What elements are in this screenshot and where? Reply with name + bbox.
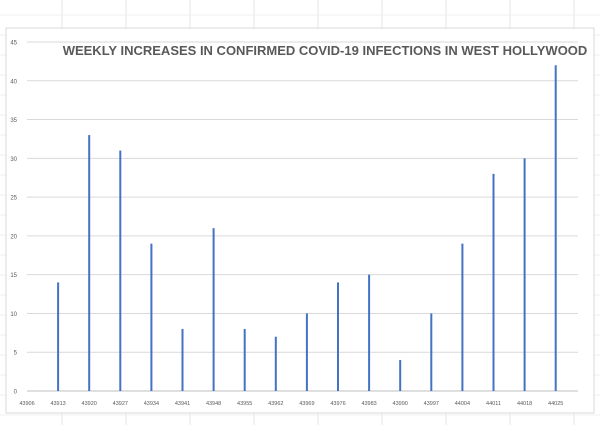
bar <box>150 243 153 391</box>
bar <box>523 158 526 391</box>
y-tick-label: 5 <box>14 351 18 357</box>
bar <box>212 228 215 391</box>
x-tick-label: 43990 <box>393 401 408 407</box>
x-tick-label: 43934 <box>144 401 159 407</box>
y-gridlines <box>27 41 578 392</box>
bar <box>88 135 91 391</box>
bar <box>399 359 402 391</box>
bar <box>337 282 339 391</box>
bar <box>119 150 122 391</box>
y-tick-label: 25 <box>10 196 17 202</box>
y-tick-label: 45 <box>10 41 17 47</box>
x-tick-label: 43983 <box>361 401 376 407</box>
bar <box>430 313 433 391</box>
x-tick-label: 43955 <box>237 401 252 407</box>
chart-title: WEEKLY INCREASES IN CONFIRMED COVID-19 I… <box>62 43 588 58</box>
x-tick-label: 43997 <box>424 401 439 407</box>
x-tick-label: 43976 <box>330 401 345 407</box>
bar <box>554 65 557 392</box>
x-tick-label: 43913 <box>50 401 65 407</box>
bar <box>57 282 60 391</box>
bar <box>368 274 371 391</box>
x-tick-label: 44025 <box>548 401 563 407</box>
x-tick-label: 43927 <box>113 401 128 407</box>
y-tick-label: 20 <box>10 234 17 240</box>
bar <box>492 173 495 391</box>
y-tick-label: 15 <box>10 273 17 279</box>
x-tick-label: 43906 <box>19 401 34 407</box>
x-tick-label: 43948 <box>206 401 221 407</box>
bar <box>181 328 184 391</box>
chart-area <box>5 27 595 414</box>
bar <box>243 328 246 391</box>
x-tick-label: 44004 <box>455 401 470 407</box>
y-tick-label: 40 <box>10 79 17 85</box>
bar <box>461 243 464 391</box>
bar <box>274 336 277 391</box>
x-tick-label: 43962 <box>268 401 283 407</box>
x-tick-label: 44011 <box>486 401 501 407</box>
y-axis-tick-labels: 0 5 10 15 20 25 30 35 40 45 <box>10 41 17 396</box>
x-axis-tick-labels: 43906 43913 43920 43927 43934 43941 43948 43955… <box>19 401 563 407</box>
bar <box>305 313 308 391</box>
x-tick-label: 44018 <box>517 401 532 407</box>
x-tick-label: 43941 <box>175 401 190 407</box>
y-tick-label: 35 <box>10 118 17 124</box>
y-tick-label: 0 <box>14 390 18 396</box>
x-tick-label: 43920 <box>82 401 97 407</box>
y-tick-label: 10 <box>10 312 17 318</box>
y-tick-label: 30 <box>10 157 17 163</box>
bar-series <box>57 65 557 392</box>
x-tick-label: 43969 <box>299 401 314 407</box>
